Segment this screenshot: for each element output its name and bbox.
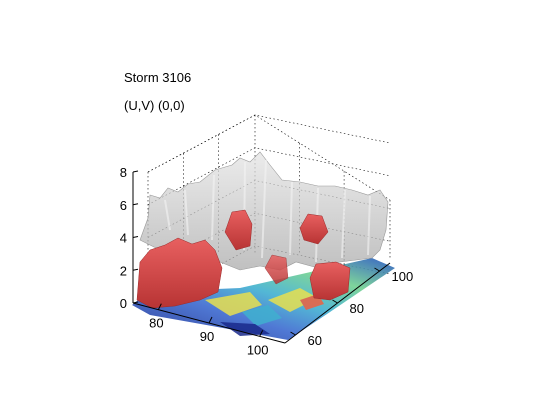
z-tick-label: 8 [120,165,127,180]
lower-isosurface-blob-2 [224,209,253,251]
y-tick-mark [332,299,338,304]
x-tick-mark [208,316,213,324]
y-tick-label: 60 [308,333,322,348]
z-tick-mark [132,236,139,238]
x-tick-label: 90 [200,329,214,344]
lower-isosurface-blob-5 [264,254,289,285]
z-tick-label: 4 [120,231,127,246]
z-tick-label: 6 [120,198,127,213]
x-tick-label: 100 [247,342,269,357]
x-axis: 80 90 100 [132,302,286,357]
z-tick-mark [132,170,139,173]
z-tick-mark [132,203,139,206]
z-tick-label: 2 [120,263,127,278]
z-tick-label: 0 [120,296,127,311]
lower-isosurface-blob-3 [299,213,329,245]
lower-isosurface-blob-4 [309,261,351,301]
y-tick-mark [374,267,380,272]
y-tick-label: 100 [392,269,414,284]
lower-isosurface [136,237,223,309]
x-tick-mark [157,303,162,310]
z-axis: 0 2 4 6 8 [120,165,139,311]
chart-subtitle: (U,V) (0,0) [124,98,185,113]
x-tick-label: 80 [149,316,163,331]
y-tick-mark [290,331,296,336]
x-tick-mark [259,330,264,337]
chart-title: Storm 3106 [124,70,191,85]
z-tick-mark [132,268,139,271]
y-axis: 60 80 100 [284,262,414,348]
y-tick-label: 80 [350,301,364,316]
